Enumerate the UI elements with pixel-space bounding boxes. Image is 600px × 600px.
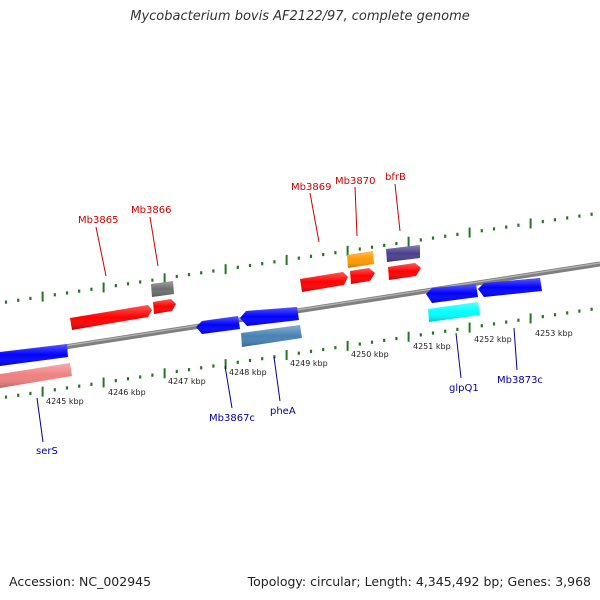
topology-text: Topology: circular; Length: 4,345,492 bp…	[247, 574, 591, 589]
scale-label: 4246 kbp	[108, 388, 146, 397]
gene-Mb3870[interactable]	[350, 268, 375, 284]
reverse-gene-labels: serS Mb3867c pheA glpQ1 Mb3873c	[36, 327, 543, 457]
scale-label: 4248 kbp	[229, 368, 267, 377]
lower-tick-track	[4, 307, 593, 399]
gene-label-Mb3869[interactable]: Mb3869	[291, 182, 331, 193]
gene-gray-3866[interactable]	[151, 281, 174, 297]
gene-Mb3869[interactable]	[300, 272, 348, 292]
gene-label-Mb3865[interactable]: Mb3865	[78, 215, 118, 226]
gene-glpQ1[interactable]	[428, 302, 480, 322]
scale-label: 4245 kbp	[46, 397, 84, 406]
gene-label-Mb3867c[interactable]: Mb3867c	[209, 413, 255, 424]
gene-Mb3867c[interactable]	[196, 316, 240, 334]
gene-label-Mb3873c[interactable]: Mb3873c	[497, 375, 543, 386]
gene-orange[interactable]	[347, 251, 374, 268]
gene-label-Mb3870[interactable]: Mb3870	[335, 176, 375, 187]
gene-glpQ1-blue[interactable]	[426, 284, 478, 303]
gene-label-Mb3866[interactable]: Mb3866	[131, 205, 171, 216]
genome-backbone-highlight	[0, 262, 600, 357]
genome-backbone	[0, 261, 600, 360]
scale-labels: 4245 kbp 4246 kbp 4247 kbp 4248 kbp 4249…	[46, 329, 573, 406]
gene-pheA[interactable]	[241, 325, 302, 347]
gene-serS[interactable]	[0, 344, 68, 366]
gene-Mb3873c[interactable]	[478, 278, 542, 297]
gene-bfrB[interactable]	[388, 263, 421, 280]
gene-purple[interactable]	[386, 245, 420, 262]
forward-gene-labels: Mb3865 Mb3866 Mb3869 Mb3870 bfrB	[78, 172, 406, 277]
reverse-features	[0, 278, 542, 388]
scale-label: 4251 kbp	[413, 342, 451, 351]
gene-label-glpQ1[interactable]: glpQ1	[449, 383, 479, 394]
gene-label-pheA[interactable]: pheA	[270, 406, 296, 417]
scale-label: 4253 kbp	[535, 329, 573, 338]
scale-label: 4252 kbp	[474, 335, 512, 344]
gene-label-bfrB[interactable]: bfrB	[385, 172, 406, 183]
gene-Mb3866[interactable]	[153, 299, 176, 314]
forward-features	[70, 245, 421, 330]
upper-tick-track	[4, 212, 593, 304]
gene-pink[interactable]	[0, 363, 72, 388]
gene-label-serS[interactable]: serS	[36, 446, 58, 457]
map-title: Mycobacterium bovis AF2122/97, complete …	[130, 9, 470, 24]
scale-label: 4247 kbp	[168, 377, 206, 386]
scale-label: 4249 kbp	[290, 359, 328, 368]
gene-blue-2[interactable]	[240, 307, 299, 326]
gene-Mb3865[interactable]	[70, 305, 152, 330]
accession-text: Accession: NC_002945	[9, 574, 152, 589]
scale-label: 4250 kbp	[351, 350, 389, 359]
